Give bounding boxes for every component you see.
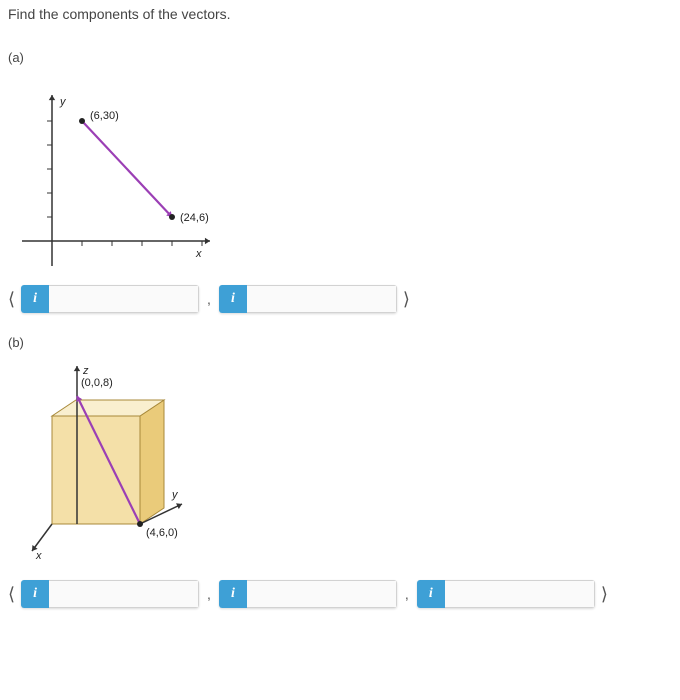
part-a-plot: x y (6,30) (24,6) xyxy=(12,71,212,271)
part-b-input-2-wrap: i xyxy=(219,580,397,608)
part-a-input-2[interactable] xyxy=(247,285,397,313)
info-icon[interactable]: i xyxy=(219,285,247,313)
part-b-input-1-wrap: i xyxy=(21,580,199,608)
part-a-plot-holder: x y (6,30) (24,6) xyxy=(12,71,672,271)
angle-open: ⟨ xyxy=(8,584,15,605)
svg-text:(4,6,0): (4,6,0) xyxy=(146,527,178,539)
angle-close: ⟩ xyxy=(403,289,410,310)
part-a-label: (a) xyxy=(8,50,672,65)
info-icon[interactable]: i xyxy=(21,580,49,608)
part-b-label: (b) xyxy=(8,335,672,350)
part-b-input-2[interactable] xyxy=(247,580,397,608)
part-b-plot-holder: z y x (0,0,8) (4,6,0) xyxy=(12,356,672,566)
info-icon[interactable]: i xyxy=(219,580,247,608)
svg-text:x: x xyxy=(35,550,42,562)
svg-text:x: x xyxy=(195,248,202,260)
part-b-input-1[interactable] xyxy=(49,580,199,608)
part-a-input-1[interactable] xyxy=(49,285,199,313)
page-title: Find the components of the vectors. xyxy=(8,6,672,22)
comma: , xyxy=(405,586,409,602)
comma: , xyxy=(207,291,211,307)
part-a-input-2-wrap: i xyxy=(219,285,397,313)
part-b-input-3-wrap: i xyxy=(417,580,595,608)
part-b-plot: z y x (0,0,8) (4,6,0) xyxy=(12,356,212,566)
part-a-input-1-wrap: i xyxy=(21,285,199,313)
svg-text:y: y xyxy=(171,489,179,501)
angle-open: ⟨ xyxy=(8,289,15,310)
svg-text:(6,30): (6,30) xyxy=(90,110,119,122)
part-a-answer-row: ⟨ i , i ⟩ xyxy=(8,285,672,313)
comma: , xyxy=(207,586,211,602)
part-b-input-3[interactable] xyxy=(445,580,595,608)
angle-close: ⟩ xyxy=(601,584,608,605)
info-icon[interactable]: i xyxy=(21,285,49,313)
svg-text:(0,0,8): (0,0,8) xyxy=(81,377,113,389)
svg-text:z: z xyxy=(82,365,89,377)
info-icon[interactable]: i xyxy=(417,580,445,608)
svg-text:y: y xyxy=(59,96,67,108)
svg-text:(24,6): (24,6) xyxy=(180,212,209,224)
part-b-answer-row: ⟨ i , i , i ⟩ xyxy=(8,580,672,608)
